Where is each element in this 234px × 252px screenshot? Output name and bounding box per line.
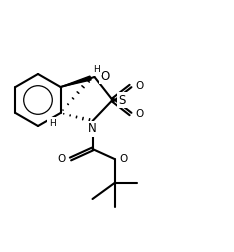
- Text: H: H: [94, 65, 100, 74]
- Text: H: H: [49, 118, 55, 128]
- Text: O: O: [135, 81, 144, 91]
- Text: O: O: [101, 70, 110, 82]
- Text: O: O: [135, 109, 144, 119]
- Text: N: N: [88, 122, 97, 136]
- Text: O: O: [120, 154, 128, 164]
- Polygon shape: [61, 76, 91, 87]
- Text: O: O: [57, 154, 66, 164]
- Text: S: S: [118, 93, 126, 107]
